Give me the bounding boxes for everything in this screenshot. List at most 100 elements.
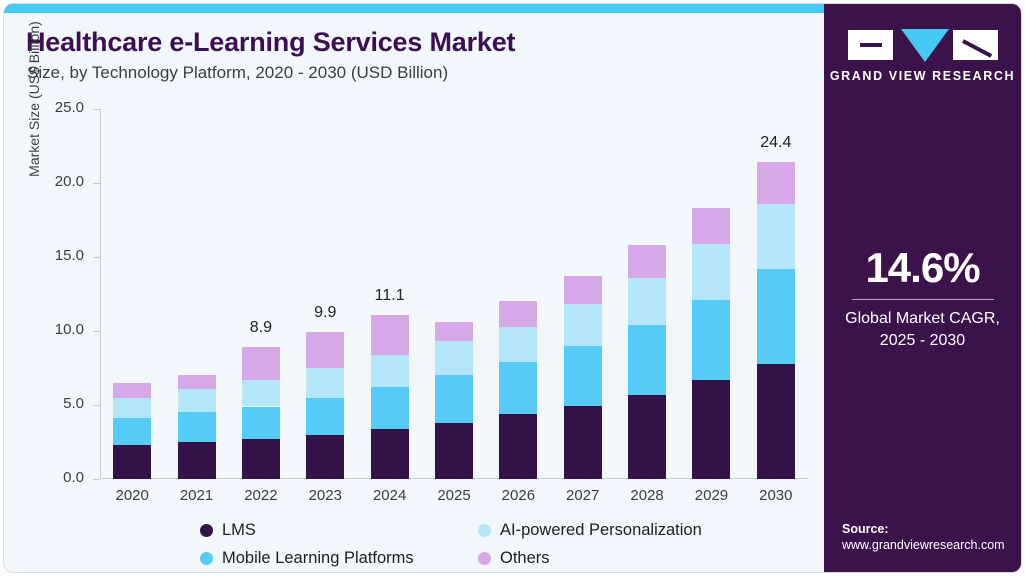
x-axis-tick-label: 2029	[694, 487, 729, 504]
bar-segment[interactable]	[563, 276, 602, 305]
x-axis-tick-label: 2022	[244, 487, 278, 504]
legend-label: AI-powered Personalization	[500, 521, 702, 539]
bar-segment[interactable]	[113, 418, 152, 445]
bar-segment[interactable]	[370, 314, 409, 355]
bar-segment[interactable]	[628, 325, 667, 395]
bar-segment[interactable]	[499, 326, 538, 363]
x-axis-tick-label: 2028	[630, 487, 664, 504]
bar-segment[interactable]	[370, 354, 409, 388]
page-title: Healthcare e-Learning Services Market	[26, 27, 516, 57]
bar-segment[interactable]	[563, 406, 602, 479]
legend-item[interactable]: Others	[478, 549, 550, 568]
legend-label: Others	[500, 549, 550, 567]
bar-group[interactable]	[306, 109, 345, 479]
bar-segment[interactable]	[241, 439, 280, 479]
bar-group[interactable]	[370, 109, 409, 479]
bar-segment[interactable]	[241, 347, 280, 380]
bar-group[interactable]	[241, 109, 280, 479]
cagr-caption: Global Market CAGR, 2025 - 2030	[824, 308, 1021, 352]
bar-group[interactable]	[177, 109, 216, 479]
bar-segment[interactable]	[177, 442, 216, 479]
stacked-bar[interactable]	[563, 109, 602, 479]
bar-segment[interactable]	[692, 379, 731, 479]
bar-total-label: 11.1	[374, 286, 405, 304]
bar-group[interactable]	[113, 109, 152, 479]
bar-segment[interactable]	[177, 375, 216, 389]
bar-group[interactable]	[692, 109, 731, 479]
bar-segment[interactable]	[692, 243, 731, 300]
y-axis-tick	[93, 479, 100, 480]
bar-group[interactable]	[563, 109, 602, 479]
bar-segment[interactable]	[499, 362, 538, 414]
bar-group[interactable]	[435, 109, 473, 479]
bar-segment[interactable]	[177, 412, 216, 442]
bar-group[interactable]	[756, 109, 795, 479]
x-axis-tick-label: 2021	[179, 487, 214, 504]
bar-segment[interactable]	[563, 304, 602, 346]
bar-segment[interactable]	[692, 208, 731, 244]
stacked-bar[interactable]	[628, 109, 667, 479]
bar-segment[interactable]	[306, 368, 345, 398]
bar-segment[interactable]	[628, 277, 667, 326]
stacked-bar[interactable]	[435, 109, 473, 479]
bar-segment[interactable]	[113, 397, 152, 419]
bar-segment[interactable]	[756, 162, 795, 204]
bar-segment[interactable]	[563, 345, 602, 407]
y-axis-tick-label: 10.0	[54, 321, 84, 338]
legend-swatch-icon	[478, 524, 491, 537]
legend-label: LMS	[222, 521, 256, 539]
logo-v-triangle-icon	[900, 29, 949, 62]
stacked-bar[interactable]	[756, 109, 795, 479]
legend-label: Mobile Learning Platforms	[222, 549, 414, 567]
stacked-bar[interactable]	[113, 109, 152, 479]
stacked-bar[interactable]	[241, 109, 280, 479]
bar-segment[interactable]	[370, 428, 409, 479]
page-subtitle: Size, by Technology Platform, 2020 - 203…	[27, 63, 449, 82]
bar-group[interactable]	[628, 109, 667, 479]
chart-region: Healthcare e-Learning Services Market Si…	[4, 13, 826, 572]
bar-segment[interactable]	[241, 406, 280, 440]
bar-segment[interactable]	[756, 203, 795, 269]
bar-segment[interactable]	[370, 387, 409, 429]
bar-segment[interactable]	[306, 397, 345, 435]
stacked-bar[interactable]	[177, 109, 216, 479]
source-label: Source:	[842, 522, 889, 536]
bar-segment[interactable]	[628, 245, 667, 278]
bar-segment[interactable]	[435, 375, 473, 423]
bar-group[interactable]	[499, 109, 538, 479]
bar-segment[interactable]	[241, 379, 280, 407]
stacked-bar[interactable]	[499, 109, 538, 479]
stacked-bar[interactable]	[370, 109, 409, 479]
x-axis-tick-label: 2024	[372, 487, 407, 504]
bar-segment[interactable]	[756, 268, 795, 364]
logo-marks	[847, 26, 998, 62]
bar-segment[interactable]	[692, 299, 731, 380]
bar-segment[interactable]	[628, 394, 667, 479]
source-url[interactable]: www.grandviewresearch.com	[842, 538, 1005, 552]
bar-segment[interactable]	[756, 363, 795, 479]
bar-segment[interactable]	[499, 301, 538, 327]
bar-segment[interactable]	[113, 382, 152, 398]
legend-swatch-icon	[200, 552, 213, 565]
bar-segment[interactable]	[435, 422, 473, 479]
bar-segment[interactable]	[177, 388, 216, 413]
stacked-bar[interactable]	[306, 109, 345, 479]
bar-segment[interactable]	[435, 322, 473, 342]
y-axis-tick-label: 25.0	[54, 99, 84, 116]
cagr-divider	[851, 299, 994, 300]
y-axis-tick-label: 0.0	[63, 469, 84, 486]
cagr-value: 14.6%	[865, 244, 980, 291]
legend-item[interactable]: AI-powered Personalization	[478, 521, 702, 540]
legend-item[interactable]: Mobile Learning Platforms	[200, 549, 414, 568]
bar-segment[interactable]	[306, 332, 345, 368]
bar-segment[interactable]	[113, 444, 152, 479]
y-axis-tick-label: 5.0	[63, 395, 84, 412]
x-axis-tick-label: 2030	[759, 487, 793, 504]
bar-segment[interactable]	[499, 413, 538, 479]
bar-segment[interactable]	[306, 434, 345, 479]
stacked-bar[interactable]	[692, 109, 731, 479]
y-axis-tick	[93, 257, 100, 258]
bar-segment[interactable]	[435, 341, 473, 376]
legend-item[interactable]: LMS	[200, 521, 256, 540]
